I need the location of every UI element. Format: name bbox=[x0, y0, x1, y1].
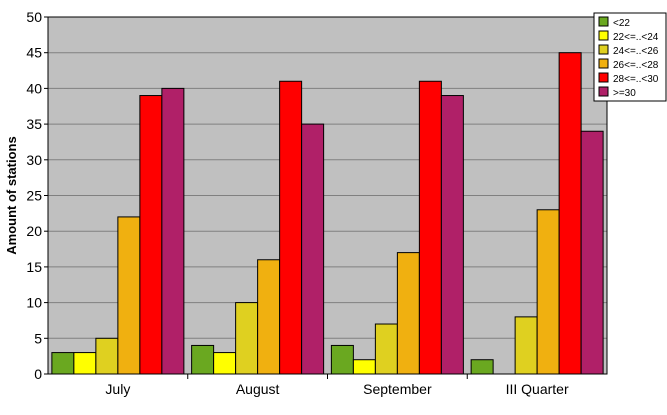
bar bbox=[470, 359, 494, 375]
bar bbox=[536, 209, 560, 375]
legend-swatch bbox=[598, 86, 609, 97]
bar bbox=[161, 87, 185, 375]
legend-box bbox=[593, 12, 667, 102]
bar bbox=[352, 359, 376, 375]
y-tick-label: 20 bbox=[26, 223, 42, 239]
x-tick-labels: July August September III Quarter bbox=[105, 374, 569, 397]
legend-swatch bbox=[598, 58, 609, 69]
bar bbox=[558, 52, 582, 375]
bar bbox=[139, 95, 163, 375]
y-tick-label: 45 bbox=[26, 45, 42, 61]
bar bbox=[396, 252, 420, 375]
legend-item-label: 26<=..<28 bbox=[613, 60, 659, 71]
bar bbox=[330, 344, 354, 375]
x-tick-label: July bbox=[105, 381, 130, 397]
y-axis-title: Amount of stations bbox=[4, 136, 19, 254]
bar bbox=[374, 323, 398, 375]
y-tick-label: 30 bbox=[26, 152, 42, 168]
bar bbox=[191, 344, 215, 375]
bar bbox=[235, 302, 259, 375]
legend-swatch bbox=[598, 16, 609, 27]
y-tick-label: 15 bbox=[26, 259, 42, 275]
y-tick-label: 35 bbox=[26, 116, 42, 132]
bar bbox=[301, 123, 325, 375]
bar bbox=[51, 352, 75, 375]
y-tick-label: 10 bbox=[26, 295, 42, 311]
legend-item-label: 22<=..<24 bbox=[613, 32, 659, 43]
legend-swatch bbox=[598, 72, 609, 83]
bar bbox=[213, 352, 237, 375]
bar bbox=[418, 80, 442, 375]
y-tick-label: 0 bbox=[34, 366, 42, 382]
y-tick-labels: 0 5 10 15 20 25 30 35 40 45 50 bbox=[26, 9, 48, 382]
x-tick-label: III Quarter bbox=[506, 381, 569, 397]
bar bbox=[440, 95, 464, 375]
bar bbox=[117, 216, 141, 375]
bars bbox=[51, 52, 604, 375]
bar bbox=[257, 259, 281, 375]
bar bbox=[73, 352, 97, 375]
y-tick-label: 25 bbox=[26, 188, 42, 204]
bar bbox=[95, 337, 119, 375]
legend: <22 22<=..<24 24<=..<26 26<=..<28 28<=..<30 >… bbox=[593, 12, 667, 102]
y-tick-label: 5 bbox=[34, 330, 42, 346]
legend-swatch bbox=[598, 44, 609, 55]
y-tick-label: 40 bbox=[26, 80, 42, 96]
legend-item-label: >=30 bbox=[613, 88, 636, 99]
bar bbox=[279, 80, 303, 375]
legend-item-label: <22 bbox=[613, 18, 630, 29]
bar bbox=[580, 130, 604, 375]
x-tick-label: September bbox=[363, 381, 432, 397]
x-tick-label: August bbox=[236, 381, 280, 397]
legend-swatch bbox=[598, 30, 609, 41]
bar bbox=[514, 316, 538, 375]
legend-item-label: 24<=..<26 bbox=[613, 46, 659, 57]
legend-item-label: 28<=..<30 bbox=[613, 74, 659, 85]
y-tick-label: 50 bbox=[26, 9, 42, 25]
